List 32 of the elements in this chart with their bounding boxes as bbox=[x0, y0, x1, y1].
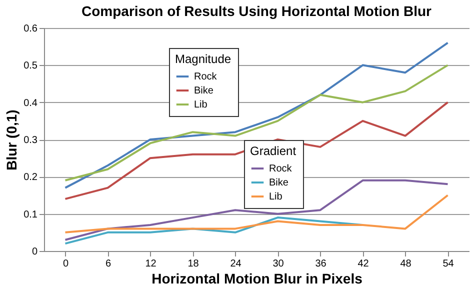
legend-label: Rock bbox=[269, 164, 293, 174]
x-tick-label: 54 bbox=[442, 258, 454, 270]
line-series bbox=[64, 101, 449, 200]
y-tick-label: 0.6 bbox=[24, 24, 38, 34]
x-tick-label: 12 bbox=[145, 258, 157, 270]
chart-title: Comparison of Results Using Horizontal Motion Blur bbox=[82, 3, 432, 19]
y-tick-label: 0.4 bbox=[24, 98, 38, 109]
x-axis-title: Horizontal Motion Blur in Pixels bbox=[152, 270, 363, 286]
x-tick-label: 24 bbox=[230, 258, 242, 270]
y-tick-label: 0.5 bbox=[24, 60, 38, 72]
annotation: Magnitude bbox=[175, 52, 232, 66]
x-tick-label: 36 bbox=[315, 258, 327, 270]
x-tick-label: 18 bbox=[188, 258, 200, 270]
x-tick-label: 0 bbox=[62, 258, 69, 270]
line-series bbox=[64, 42, 449, 189]
x-tick-label: 42 bbox=[358, 258, 370, 270]
legend-label: Bike bbox=[194, 86, 214, 96]
y-tick-label: 0.3 bbox=[24, 135, 38, 146]
y-tick-label: 0.2 bbox=[24, 172, 38, 184]
annotation: Gradient bbox=[250, 144, 297, 158]
x-tick-label: 30 bbox=[272, 258, 284, 270]
y-axis-title: Blur (0,1) bbox=[4, 110, 20, 170]
x-tick-label: 48 bbox=[400, 258, 412, 270]
x-tick-label: 6 bbox=[105, 258, 112, 270]
legend-label: Bike bbox=[269, 178, 289, 188]
line-series bbox=[64, 194, 449, 234]
legend-label: Lib bbox=[194, 100, 208, 110]
line-series bbox=[64, 179, 449, 241]
legend-label: Rock bbox=[194, 72, 218, 82]
y-tick-label: 0 bbox=[32, 246, 38, 258]
legend-label: Lib bbox=[269, 192, 283, 202]
y-tick-label: 0.1 bbox=[24, 209, 38, 220]
